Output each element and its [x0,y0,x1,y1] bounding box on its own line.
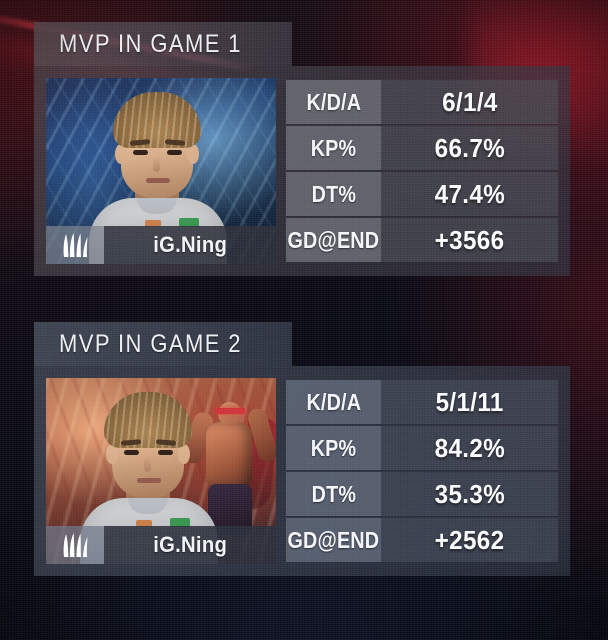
player-name-text: iG.Ning [153,232,227,257]
stat-label-text: KP% [310,434,357,461]
stat-row: GD@END +2562 [286,518,558,562]
stat-row: GD@END +3566 [286,218,558,262]
stat-value-cell: 47.4% [381,172,558,216]
card-title-bar-game-1: MVP IN GAME 1 [34,22,292,66]
stat-label-text: K/D/A [306,388,361,415]
card-title-text: MVP IN GAME 2 [59,329,242,358]
mvp-card-game-2: MVP IN GAME 2 [34,322,570,576]
stats-table-game-1: K/D/A 6/1/4 KP% 66.7% DT% [286,78,558,264]
card-body-game-2: K/D/A 5/1/11 KP% 84.2% DT% [34,366,570,576]
card-title-bar-game-2: MVP IN GAME 2 [34,322,292,366]
stat-label-chip: KP% [286,426,381,470]
stat-label-text: K/D/A [306,88,361,115]
stat-row: K/D/A 5/1/11 [286,380,558,424]
stat-value-text: +3566 [434,224,505,255]
stat-value-cell: 6/1/4 [381,80,558,124]
card-title-text: MVP IN GAME 1 [59,29,242,58]
stat-value-text: +2562 [434,524,505,555]
stat-value-cell: 66.7% [381,126,558,170]
stat-value-cell: 5/1/11 [381,380,558,424]
player-name-bar-game-2: iG.Ning [46,526,276,564]
stat-value-text: 84.2% [434,432,505,463]
stat-value-text: 6/1/4 [441,86,498,117]
player-name-text: iG.Ning [153,532,227,557]
stats-table-game-2: K/D/A 5/1/11 KP% 84.2% DT% [286,378,558,564]
stat-value-text: 66.7% [434,132,505,163]
stat-label-chip: DT% [286,172,381,216]
stat-label-text: GD@END [287,526,380,553]
stat-value-cell: +3566 [381,218,558,262]
stat-value-cell: 35.3% [381,472,558,516]
stat-value-text: 47.4% [434,178,505,209]
player-name-plate: iG.Ning [104,226,276,264]
stat-label-text: KP% [310,134,357,161]
stat-row: KP% 66.7% [286,126,558,170]
team-logo-container [46,526,104,564]
stat-label-text: DT% [311,480,356,507]
stat-row: DT% 47.4% [286,172,558,216]
stat-value-text: 5/1/11 [435,386,504,417]
stat-label-chip: K/D/A [286,380,381,424]
team-logo-container [46,226,104,264]
mvp-card-game-1: MVP IN GAME 1 [34,22,570,276]
stat-value-cell: +2562 [381,518,558,562]
stat-label-chip: GD@END [286,518,381,562]
stat-row: DT% 35.3% [286,472,558,516]
stat-value-cell: 84.2% [381,426,558,470]
player-name-plate: iG.Ning [104,526,276,564]
stat-label-chip: DT% [286,472,381,516]
stat-label-text: DT% [311,180,356,207]
stat-label-chip: KP% [286,126,381,170]
stat-label-chip: GD@END [286,218,381,262]
stat-label-chip: K/D/A [286,80,381,124]
stat-label-text: GD@END [287,226,380,253]
stat-row: KP% 84.2% [286,426,558,470]
stat-value-text: 35.3% [434,478,505,509]
stat-row: K/D/A 6/1/4 [286,80,558,124]
ig-claw-logo-icon [63,533,88,557]
ig-claw-logo-icon [63,233,88,257]
card-body-game-1: K/D/A 6/1/4 KP% 66.7% DT% [34,66,570,276]
player-name-bar-game-1: iG.Ning [46,226,276,264]
